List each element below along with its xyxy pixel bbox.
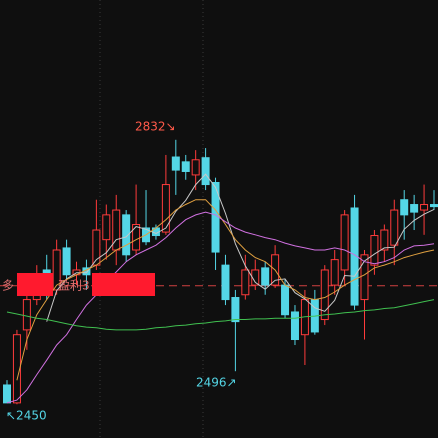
candle-body xyxy=(22,299,31,331)
candle-body xyxy=(62,247,71,276)
candle-body xyxy=(420,204,429,211)
mask xyxy=(17,273,53,296)
position-side: 多 xyxy=(2,279,14,293)
candle-body xyxy=(221,264,230,301)
annotation: ↖2450 xyxy=(6,408,47,422)
candle-body xyxy=(181,161,190,172)
candle-body xyxy=(12,334,21,404)
candle-body xyxy=(430,204,438,208)
mask xyxy=(92,273,155,296)
ma-line xyxy=(16,199,435,381)
candle-body xyxy=(281,284,290,316)
candle-body xyxy=(161,184,170,233)
annotation: 2496↗ xyxy=(196,376,237,390)
ma-line xyxy=(6,299,435,331)
candle-body xyxy=(261,267,270,286)
candle-body xyxy=(132,224,141,251)
candle-body xyxy=(390,209,399,246)
candle-body xyxy=(3,384,11,404)
overlay: 多 盈利3 2832↘ 2496↗ ↖2450 xyxy=(2,119,237,422)
candle-body xyxy=(241,269,250,296)
ma-line xyxy=(6,211,435,404)
candle-body xyxy=(191,159,200,176)
annotation: 2832↘ xyxy=(135,119,176,133)
candle-body xyxy=(231,297,240,323)
candle-body xyxy=(112,209,121,251)
ma-line xyxy=(46,173,435,322)
candle-body xyxy=(400,199,409,216)
position-profit: 盈利3 xyxy=(58,279,90,293)
candle-body xyxy=(330,259,339,286)
candle-body xyxy=(122,214,131,256)
candle-body xyxy=(350,207,359,306)
candle-body xyxy=(410,204,419,213)
candle-body xyxy=(320,269,329,321)
candle-body xyxy=(102,214,111,241)
candle-body xyxy=(360,254,369,301)
candle-body xyxy=(251,269,260,286)
candle-body xyxy=(290,311,299,341)
candle-body xyxy=(201,157,210,186)
candle-body xyxy=(340,214,349,271)
candle-body xyxy=(380,229,389,251)
candle-body xyxy=(370,235,379,266)
candle-body xyxy=(171,156,180,171)
